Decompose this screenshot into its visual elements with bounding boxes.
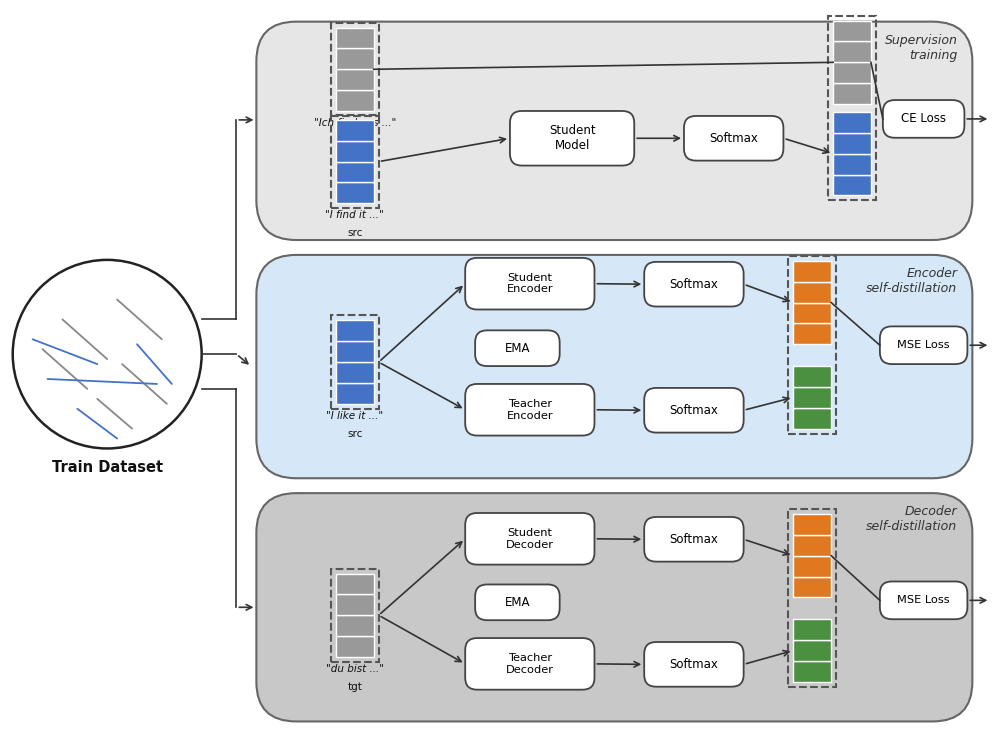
FancyBboxPatch shape: [880, 581, 967, 619]
Text: Student
Decoder: Student Decoder: [506, 528, 554, 550]
Bar: [336, 28, 374, 48]
Text: Softmax: Softmax: [669, 658, 718, 671]
Text: EMA: EMA: [505, 596, 530, 608]
Text: MSE Loss: MSE Loss: [897, 340, 950, 351]
Bar: [793, 535, 831, 556]
Bar: [336, 320, 374, 342]
Text: "du bist ...": "du bist ...": [326, 664, 384, 674]
Bar: [336, 362, 374, 383]
Text: Softmax: Softmax: [709, 132, 758, 145]
Bar: [833, 154, 871, 174]
Bar: [793, 619, 831, 640]
Bar: [331, 569, 379, 662]
Bar: [833, 133, 871, 154]
Bar: [793, 577, 831, 597]
Text: "Ich finde es ...": "Ich finde es ...": [314, 118, 396, 128]
FancyBboxPatch shape: [475, 584, 560, 621]
Text: Student
Model: Student Model: [549, 124, 595, 152]
Bar: [336, 615, 374, 636]
Bar: [833, 83, 871, 104]
Text: Teacher
Encoder: Teacher Encoder: [507, 399, 553, 421]
Bar: [793, 323, 831, 345]
Bar: [788, 509, 836, 687]
FancyBboxPatch shape: [644, 642, 744, 687]
Circle shape: [13, 260, 202, 449]
Bar: [336, 141, 374, 161]
Bar: [793, 261, 831, 282]
Text: Softmax: Softmax: [669, 403, 718, 417]
FancyBboxPatch shape: [644, 388, 744, 433]
Text: "I find it ...": "I find it ...": [325, 210, 384, 220]
Bar: [793, 661, 831, 682]
Bar: [793, 366, 831, 387]
Bar: [336, 636, 374, 657]
Text: Supervision
training: Supervision training: [885, 33, 957, 62]
Bar: [833, 174, 871, 195]
Bar: [833, 63, 871, 83]
FancyBboxPatch shape: [644, 517, 744, 562]
Bar: [793, 640, 831, 661]
Text: src: src: [347, 428, 362, 439]
FancyBboxPatch shape: [644, 262, 744, 307]
Bar: [331, 115, 379, 208]
Bar: [336, 69, 374, 90]
Bar: [336, 161, 374, 182]
Bar: [336, 574, 374, 594]
Bar: [336, 342, 374, 362]
Bar: [833, 112, 871, 133]
Text: "I like it ...": "I like it ...": [326, 411, 383, 421]
Bar: [336, 90, 374, 111]
Text: Softmax: Softmax: [669, 533, 718, 546]
Bar: [336, 182, 374, 204]
Bar: [793, 556, 831, 577]
Text: Train Dataset: Train Dataset: [52, 461, 163, 475]
Bar: [336, 383, 374, 404]
Bar: [793, 514, 831, 535]
FancyBboxPatch shape: [465, 258, 594, 309]
FancyBboxPatch shape: [465, 513, 594, 565]
Bar: [793, 282, 831, 302]
Text: Student
Encoder: Student Encoder: [507, 273, 553, 295]
Bar: [793, 387, 831, 408]
Bar: [331, 23, 379, 116]
Text: EMA: EMA: [505, 342, 530, 354]
Text: tgt: tgt: [347, 136, 362, 146]
Bar: [336, 120, 374, 141]
FancyBboxPatch shape: [510, 111, 634, 166]
Bar: [833, 20, 871, 41]
Text: CE Loss: CE Loss: [901, 112, 946, 125]
Text: Softmax: Softmax: [669, 277, 718, 291]
FancyBboxPatch shape: [883, 100, 964, 138]
Text: Decoder
self-distillation: Decoder self-distillation: [866, 505, 957, 533]
Bar: [331, 315, 379, 409]
Bar: [828, 16, 876, 201]
Bar: [793, 302, 831, 323]
FancyBboxPatch shape: [465, 638, 594, 690]
FancyBboxPatch shape: [256, 493, 972, 722]
Text: MSE Loss: MSE Loss: [897, 596, 950, 605]
Text: Encoder
self-distillation: Encoder self-distillation: [866, 267, 957, 295]
FancyBboxPatch shape: [475, 330, 560, 366]
FancyBboxPatch shape: [465, 384, 594, 436]
Text: src: src: [347, 228, 362, 238]
Bar: [336, 48, 374, 69]
FancyBboxPatch shape: [256, 22, 972, 240]
FancyBboxPatch shape: [684, 116, 783, 161]
FancyBboxPatch shape: [256, 255, 972, 478]
Bar: [793, 408, 831, 428]
Bar: [336, 594, 374, 615]
Text: tgt: tgt: [347, 682, 362, 691]
Bar: [788, 256, 836, 434]
Text: Teacher
Decoder: Teacher Decoder: [506, 653, 554, 675]
FancyBboxPatch shape: [880, 326, 967, 364]
Bar: [833, 41, 871, 63]
